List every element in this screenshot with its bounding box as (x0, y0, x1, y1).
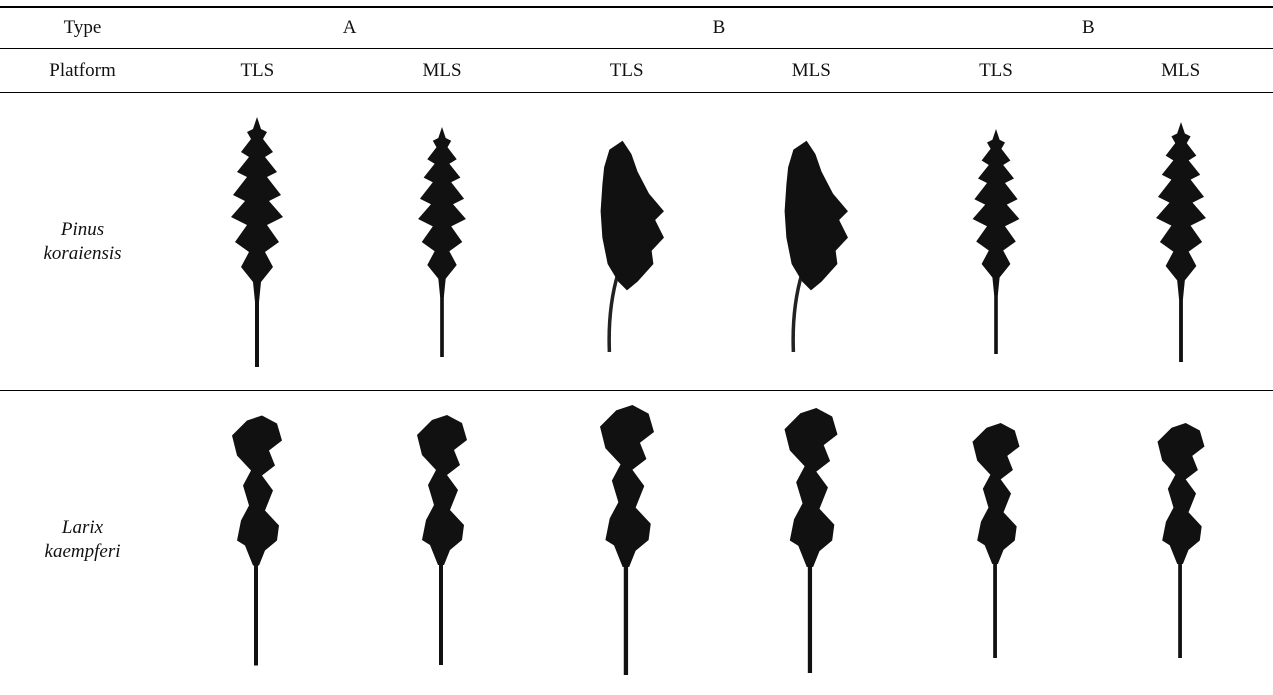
group-label: B (534, 6, 904, 49)
tree-image (951, 124, 1041, 359)
species-cell: Larix kaempferi (0, 391, 165, 690)
species-row: Larix kaempferi (0, 391, 1273, 690)
group-label: B (903, 6, 1273, 49)
species-name: Pinus koraiensis (43, 218, 122, 264)
platform: TLS (165, 48, 350, 93)
species-cell: Pinus koraiensis (0, 92, 165, 391)
tree-image (207, 413, 307, 668)
species-name: Larix kaempferi (44, 517, 121, 562)
tree-image (207, 117, 307, 367)
tree-image (1121, 423, 1241, 658)
page: Type A B B Platform TLS MLS TLS MLS TLS … (0, 6, 1273, 695)
platform: MLS (349, 48, 535, 93)
platform: TLS (903, 48, 1089, 93)
results-table: Type A B B Platform TLS MLS TLS MLS TLS … (0, 6, 1273, 689)
species-row: Pinus koraiensis (0, 92, 1273, 391)
tree-image (1131, 122, 1231, 362)
platform: MLS (718, 48, 904, 93)
platform-row: Platform TLS MLS TLS MLS TLS MLS (0, 48, 1273, 93)
tree-image (572, 405, 682, 675)
tree-image (756, 408, 866, 673)
tree-image (936, 423, 1056, 658)
platform-label: Platform (0, 48, 165, 93)
tree-image (577, 132, 677, 352)
tree-image (761, 132, 861, 352)
tree-image (392, 127, 492, 357)
platform: MLS (1088, 48, 1273, 93)
group-label: A (165, 6, 535, 49)
tree-image (392, 415, 492, 665)
type-row: Type A B B (0, 6, 1273, 49)
type-label: Type (0, 6, 165, 49)
platform: TLS (534, 48, 719, 93)
